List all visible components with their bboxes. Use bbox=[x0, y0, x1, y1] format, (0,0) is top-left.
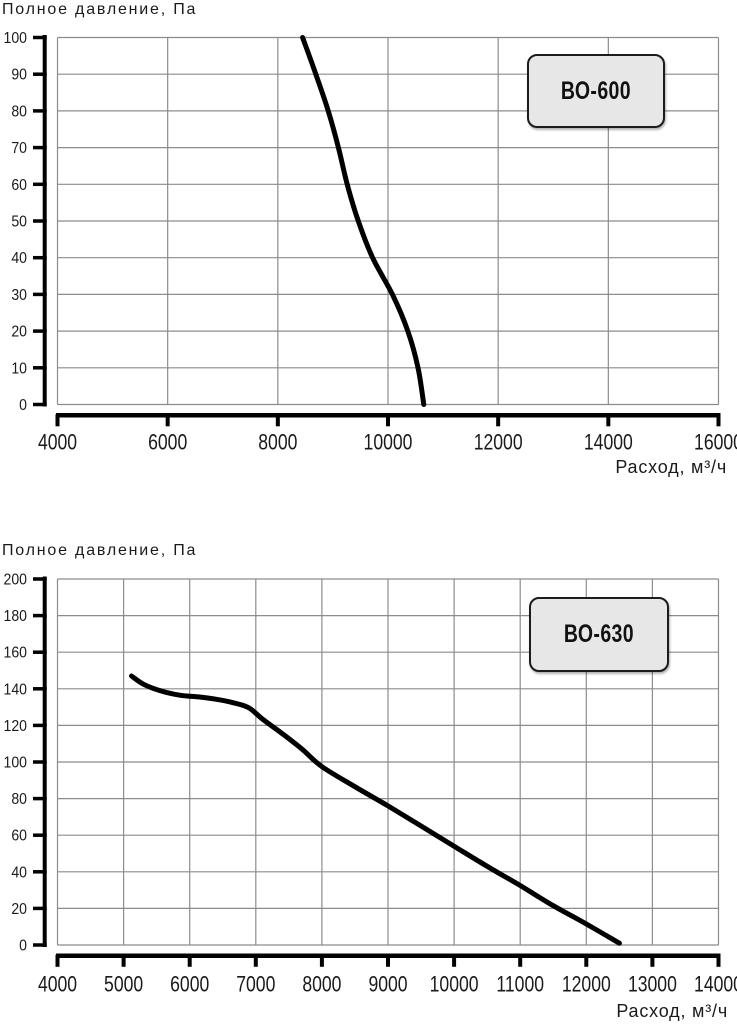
x-tick-label-bo630: 4000 bbox=[38, 973, 77, 997]
x-axis-title-bo600: Расход, м³/ч bbox=[615, 457, 727, 477]
model-badge-bo630: ВО-630 bbox=[529, 597, 669, 672]
y-tick-label-bo600: 30 bbox=[11, 286, 27, 304]
y-tick-label-bo600: 80 bbox=[11, 103, 27, 121]
x-tick-label-bo600: 4000 bbox=[38, 431, 77, 455]
fan-curve-bo600 bbox=[300, 35, 427, 407]
chart-title-bo600: Полное давление, Па bbox=[2, 1, 198, 18]
y-tick-label-bo630: 20 bbox=[11, 900, 27, 918]
x-axis-title-bo630: Расход, м³/ч bbox=[616, 1001, 728, 1021]
y-tick-label-bo600: 90 bbox=[11, 66, 27, 84]
chart-title-bo630: Полное давление, Па bbox=[2, 542, 198, 559]
y-tick-label-bo600: 0 bbox=[19, 396, 27, 414]
x-tick-label-bo630: 8000 bbox=[302, 973, 341, 997]
x-tick-label-bo630: 7000 bbox=[236, 973, 275, 997]
x-tick-label-bo600: 12000 bbox=[474, 431, 523, 455]
model-badge-bo600: ВО-600 bbox=[527, 54, 665, 128]
y-tick-label-bo600: 20 bbox=[11, 323, 27, 341]
y-tick-label-bo600: 100 bbox=[4, 29, 27, 47]
y-tick-label-bo600: 70 bbox=[11, 139, 27, 157]
y-tick-label-bo630: 60 bbox=[11, 827, 27, 845]
model-badge-bo600-label: ВО-600 bbox=[560, 76, 632, 105]
y-tick-label-bo630: 100 bbox=[4, 754, 27, 772]
x-tick-label-bo630: 10000 bbox=[430, 973, 479, 997]
x-tick-label-bo630: 13000 bbox=[628, 973, 677, 997]
x-tick-label-bo630: 14000 bbox=[694, 973, 737, 997]
x-tick-label-bo600: 14000 bbox=[584, 431, 633, 455]
model-badge-bo630-label: ВО-630 bbox=[563, 620, 635, 648]
y-tick-label-bo630: 140 bbox=[4, 680, 27, 698]
x-tick-label-bo630: 11000 bbox=[496, 973, 544, 997]
x-tick-label-bo600: 6000 bbox=[148, 431, 187, 455]
x-tick-label-bo600: 10000 bbox=[364, 431, 413, 455]
y-tick-label-bo630: 180 bbox=[4, 607, 27, 625]
y-tick-label-bo630: 200 bbox=[4, 571, 27, 589]
fan-curve-bo630 bbox=[129, 673, 622, 946]
x-tick-label-bo600: 8000 bbox=[258, 431, 297, 455]
y-tick-label-bo600: 40 bbox=[11, 249, 27, 267]
y-tick-label-bo630: 0 bbox=[19, 937, 27, 955]
y-tick-label-bo630: 80 bbox=[11, 790, 27, 808]
y-tick-label-bo630: 120 bbox=[4, 717, 27, 735]
y-tick-label-bo600: 10 bbox=[11, 359, 27, 377]
y-tick-label-bo630: 160 bbox=[4, 644, 27, 662]
x-tick-label-bo630: 9000 bbox=[368, 973, 407, 997]
y-tick-label-bo630: 40 bbox=[11, 863, 27, 881]
x-tick-label-bo630: 5000 bbox=[104, 973, 143, 997]
x-tick-label-bo630: 12000 bbox=[562, 973, 611, 997]
y-tick-label-bo600: 60 bbox=[11, 176, 27, 194]
y-tick-label-bo600: 50 bbox=[11, 213, 27, 231]
x-tick-label-bo630: 6000 bbox=[170, 973, 209, 997]
